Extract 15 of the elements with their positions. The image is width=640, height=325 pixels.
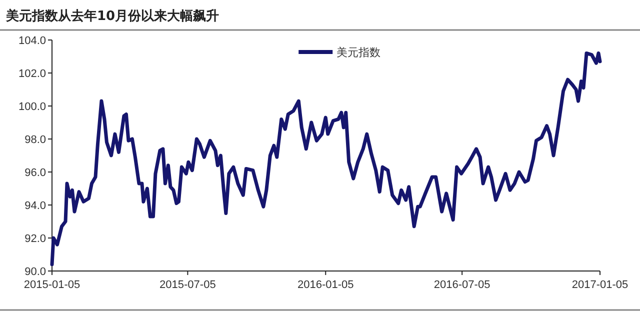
legend-label: 美元指数 bbox=[336, 46, 381, 59]
y-tick-label: 92.0 bbox=[24, 232, 46, 245]
y-tick-label: 98.0 bbox=[24, 134, 46, 146]
y-tick-label: 104.0 bbox=[18, 34, 46, 47]
x-tick-label: 2015-07-05 bbox=[160, 279, 216, 291]
y-tick-label: 100.0 bbox=[18, 100, 46, 113]
y-tick-label: 94.0 bbox=[24, 200, 46, 212]
chart-title: 美元指数从去年10月份以来大幅飙升 bbox=[5, 8, 220, 24]
x-tick-label: 2016-01-05 bbox=[297, 279, 354, 291]
y-tick-label: 96.0 bbox=[24, 166, 46, 179]
x-tick-label: 2015-01-05 bbox=[24, 279, 80, 291]
x-tick-label: 2017-01-05 bbox=[572, 279, 628, 291]
y-tick-label: 90.0 bbox=[24, 266, 46, 278]
y-tick-label: 102.0 bbox=[18, 68, 46, 80]
x-tick-label: 2016-07-05 bbox=[434, 279, 490, 291]
